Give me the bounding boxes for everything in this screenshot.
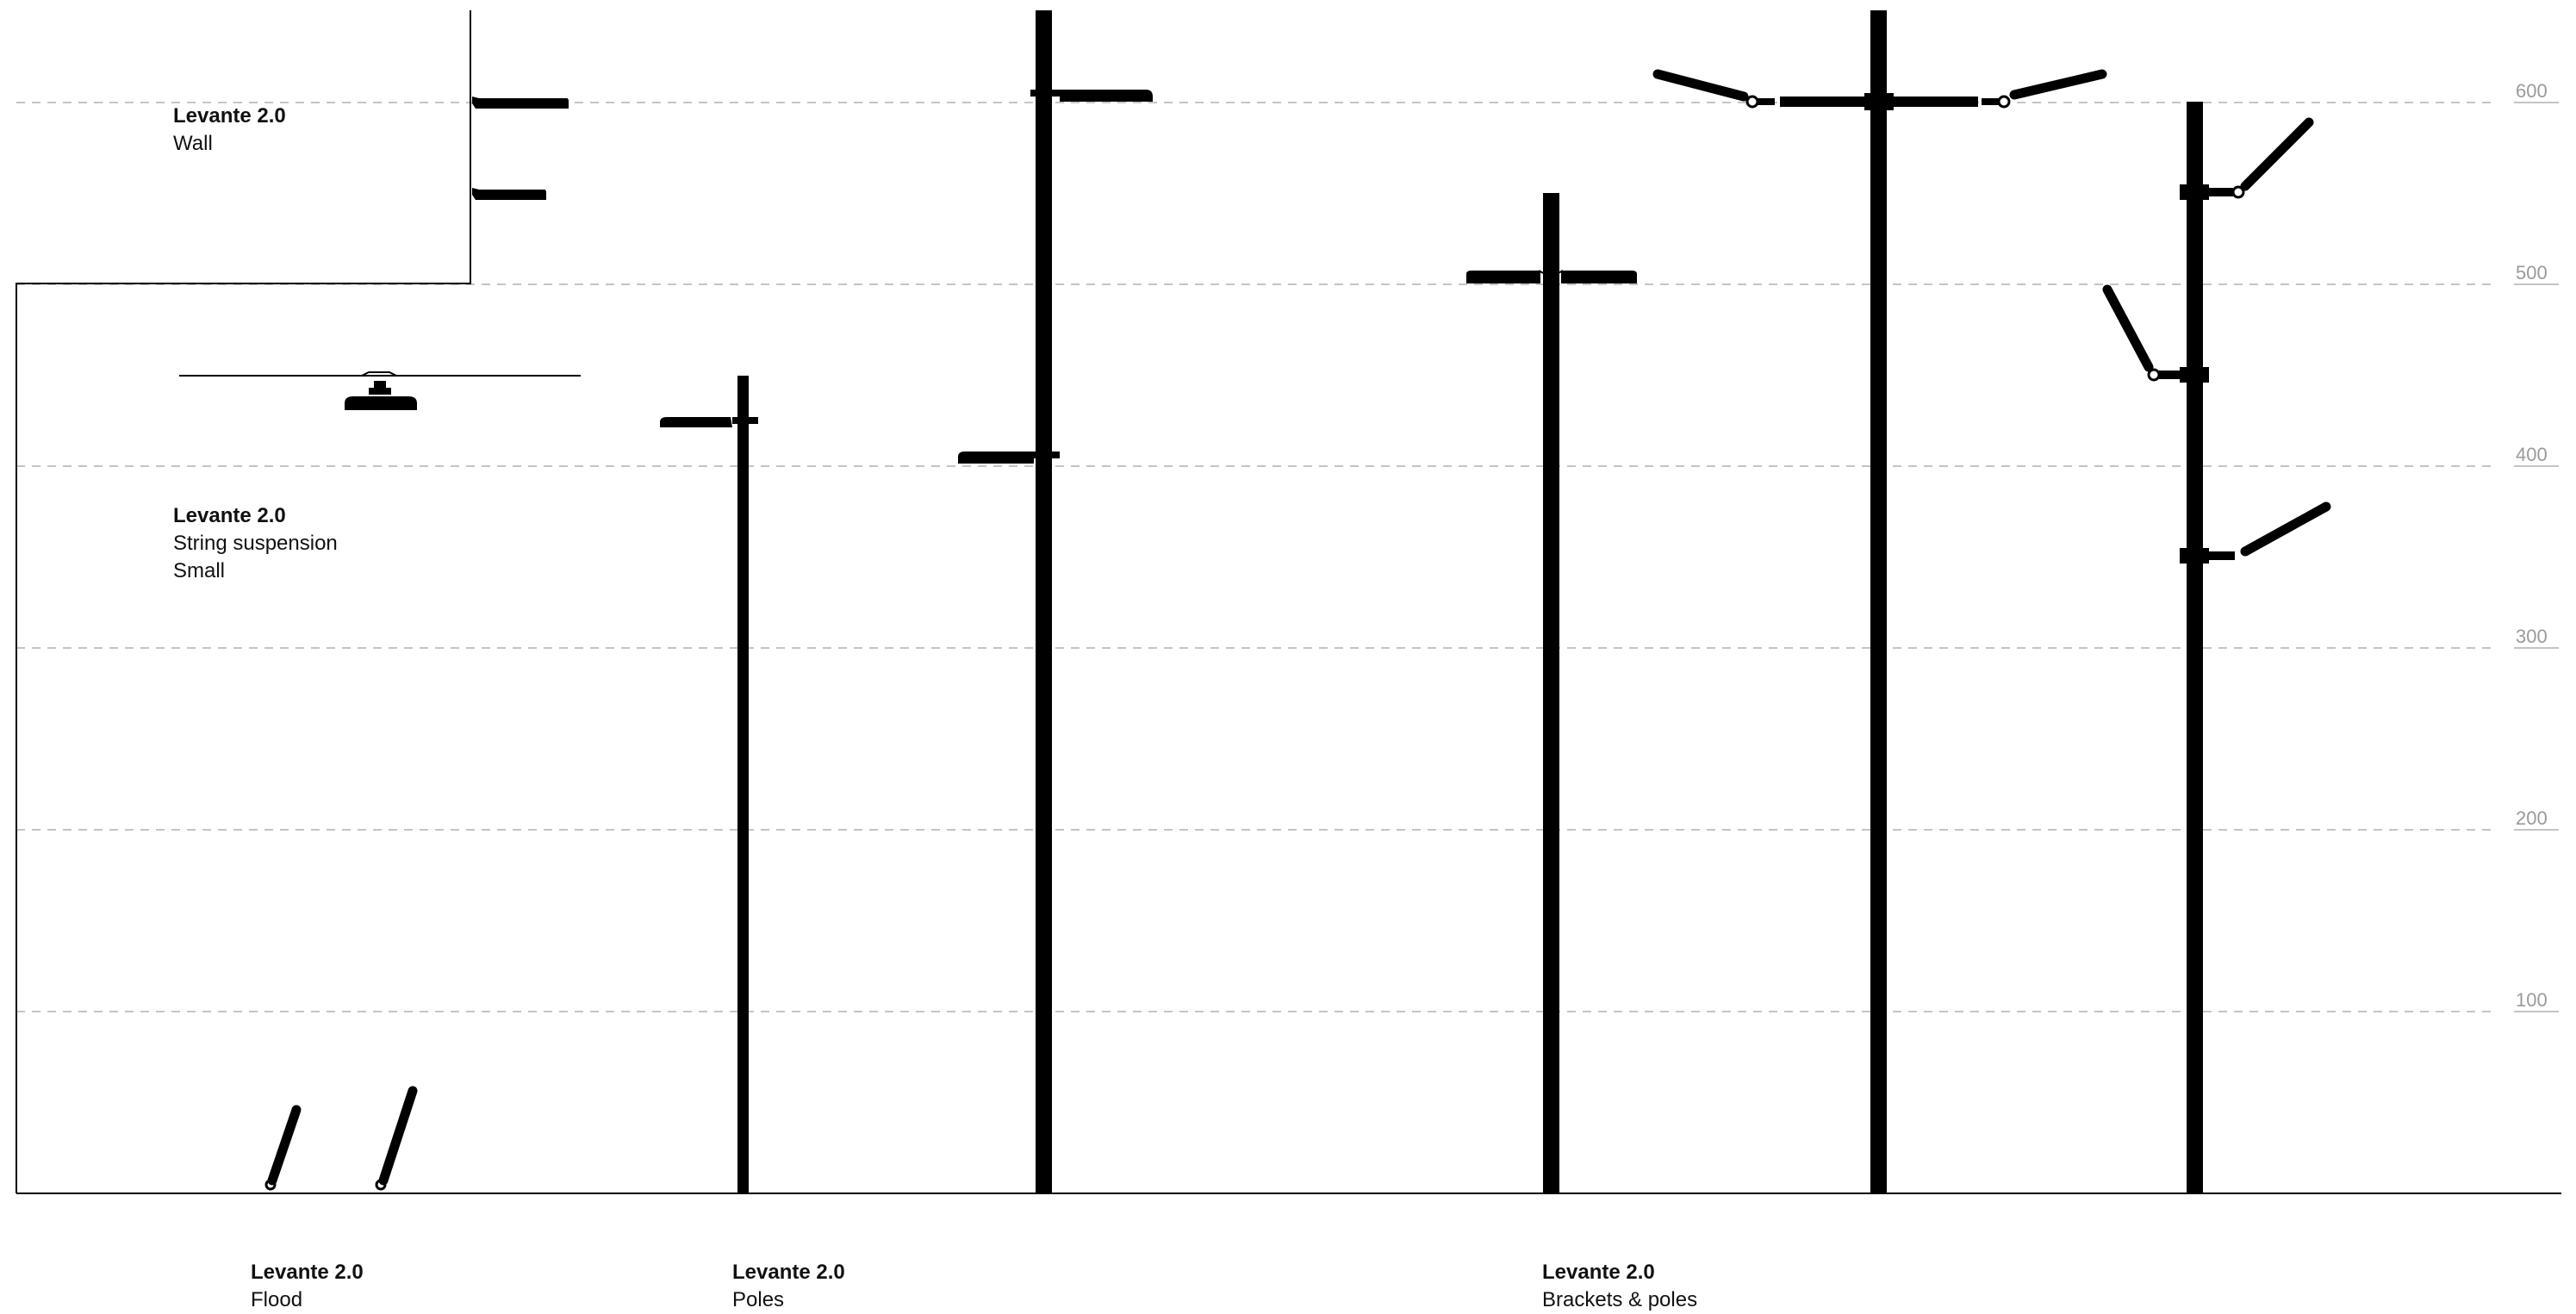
wall-luminaire-upper [472,97,569,109]
pole-bracket-center [1543,193,1559,1194]
tick-label-100: 100 [2516,989,2548,1011]
pole-short [737,376,749,1194]
label-flood-title: Levante 2.0 [251,1261,364,1284]
tick-label-600: 600 [2516,80,2548,102]
label-flood: Levante 2.0 Flood [251,1259,364,1314]
label-string-line-2: Small [173,559,226,582]
flood-luminaires [264,1086,418,1191]
label-wall-title: Levante 2.0 [173,104,286,128]
height-gridlines [16,102,2559,1012]
tick-label-500: 500 [2516,262,2548,283]
brackets-poles-group [1466,10,2331,1194]
label-poles-title: Levante 2.0 [732,1261,845,1284]
label-poles-line-1: Poles [732,1288,785,1311]
label-string-title: Levante 2.0 [173,504,286,527]
wall-outline [16,10,471,1193]
tick-label-200: 200 [2516,807,2548,829]
label-string-suspension: Levante 2.0 String suspension Small [173,502,338,585]
label-brackets-line-1: Brackets & poles [1542,1288,1698,1311]
tick-label-400: 400 [2516,444,2548,465]
wall-luminaire-lower [472,188,546,200]
poles-group [660,10,1153,1194]
tick-label-300: 300 [2516,626,2548,647]
pole-double-arm [1870,10,1887,1194]
label-brackets-title: Levante 2.0 [1542,1261,1655,1284]
label-string-line-1: String suspension [173,532,338,555]
string-suspension-luminaire [179,371,581,410]
pole-tall-luminaire-mid [958,451,1034,464]
pole-tall [1036,10,1052,1194]
pole-side-arms [2187,102,2203,1194]
label-poles: Levante 2.0 Poles [732,1259,845,1314]
label-brackets-poles: Levante 2.0 Brackets & poles [1542,1259,1697,1314]
pole-short-luminaire [660,417,732,427]
wall-and-ground [16,10,2561,1194]
pole-tall-luminaire-top [1060,90,1153,102]
label-wall-line-1: Wall [173,132,213,155]
label-wall: Levante 2.0 Wall [173,103,286,158]
label-flood-line-1: Flood [251,1288,303,1311]
wall-luminaires [472,97,569,200]
